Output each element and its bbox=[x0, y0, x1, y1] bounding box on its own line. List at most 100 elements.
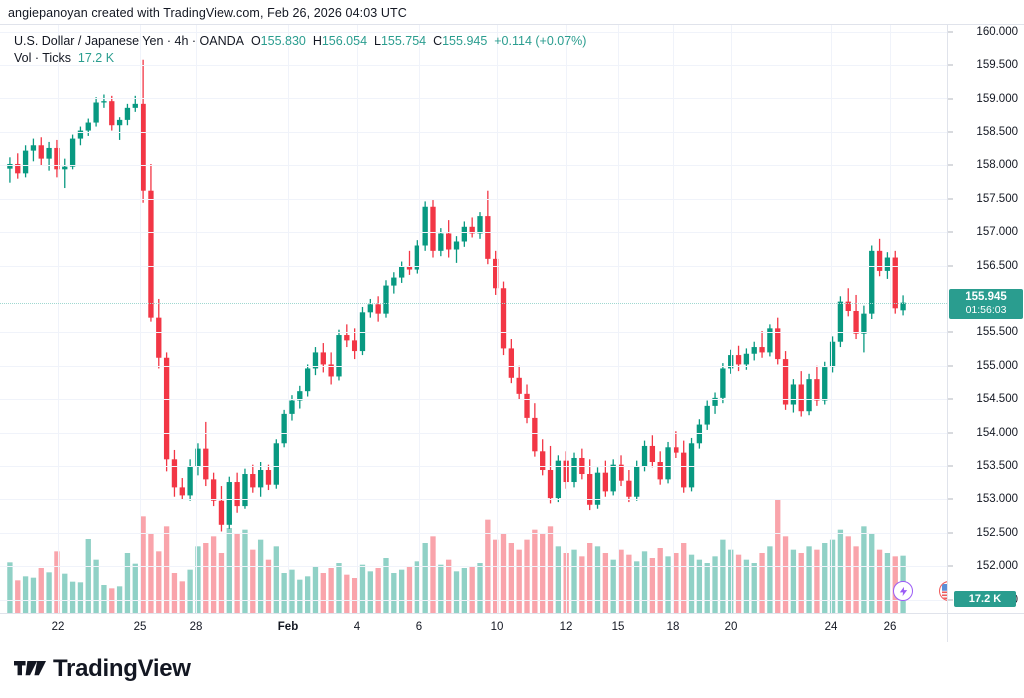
candle-body bbox=[516, 377, 522, 394]
time-axis[interactable]: 22 25 28 Feb 4 6 10 12 15 18 20 24 26 bbox=[0, 613, 947, 643]
volume-bar bbox=[124, 553, 131, 613]
chart-frame: U.S. Dollar / Japanese Yen · 4h · OANDA … bbox=[0, 24, 1024, 643]
volume-bar bbox=[430, 536, 436, 613]
candle-body bbox=[383, 285, 389, 314]
volume-bar bbox=[453, 571, 460, 613]
volume-bar bbox=[140, 516, 146, 613]
volume-bar bbox=[22, 576, 29, 613]
gridline-vertical bbox=[288, 25, 289, 613]
legend-sep-1: · bbox=[163, 34, 175, 48]
gridline-vertical bbox=[890, 25, 891, 613]
volume-bar bbox=[594, 546, 601, 613]
candle-body bbox=[571, 457, 577, 483]
candle-body bbox=[101, 101, 107, 103]
volume-bar bbox=[540, 533, 546, 613]
volume-bar bbox=[555, 546, 562, 613]
candle-body bbox=[712, 397, 718, 406]
volume-bar bbox=[273, 546, 279, 613]
legend-volume-row: Vol · Ticks 17.2 K bbox=[14, 50, 586, 67]
volume-bar bbox=[524, 539, 530, 613]
footer: TradingView bbox=[0, 642, 1024, 698]
volume-bar bbox=[171, 573, 178, 613]
chart-plot-area[interactable] bbox=[0, 25, 947, 613]
chart-legend: U.S. Dollar / Japanese Yen · 4h · OANDA … bbox=[14, 33, 586, 67]
candle-body bbox=[446, 233, 452, 250]
candle-body bbox=[767, 328, 773, 353]
candle-body bbox=[806, 379, 812, 412]
us-flag-badge[interactable] bbox=[939, 581, 947, 601]
price-axis-tick bbox=[948, 64, 953, 66]
lightning-badge[interactable] bbox=[893, 581, 914, 601]
volume-bar bbox=[869, 533, 875, 613]
candle-body bbox=[109, 101, 115, 126]
price-axis-tick bbox=[948, 432, 953, 434]
candle-body bbox=[532, 417, 538, 452]
volume-bar bbox=[242, 529, 248, 613]
volume-bar bbox=[69, 581, 76, 613]
volume-bar bbox=[344, 574, 350, 613]
volume-bar bbox=[438, 564, 444, 613]
candle-body bbox=[798, 384, 804, 412]
volume-bar bbox=[257, 539, 264, 613]
candle-body bbox=[195, 448, 201, 466]
gridline-horizontal bbox=[0, 600, 947, 601]
volume-bar bbox=[148, 533, 154, 613]
volume-bar bbox=[351, 578, 358, 613]
volume-bar bbox=[226, 528, 232, 613]
volume-bar bbox=[853, 546, 859, 613]
candle-body bbox=[681, 452, 687, 488]
volume-bar bbox=[320, 573, 326, 613]
candle-body bbox=[602, 472, 609, 492]
volume-bar bbox=[398, 569, 405, 613]
candle-body bbox=[485, 216, 491, 259]
candle-body bbox=[234, 482, 240, 507]
price-axis[interactable]: 160.000 159.500 159.000 158.500 158.000 157.5… bbox=[947, 25, 1024, 613]
candle-body bbox=[438, 233, 444, 251]
volume-bar bbox=[38, 568, 44, 613]
gridline-vertical bbox=[497, 25, 498, 613]
candle-body bbox=[673, 447, 679, 453]
tradingview-logo: TradingView bbox=[14, 655, 191, 683]
time-axis-label: 25 bbox=[133, 621, 147, 633]
legend-interval: 4h bbox=[174, 34, 189, 48]
candle-body bbox=[837, 301, 844, 342]
volume-bar bbox=[837, 529, 844, 613]
current-volume-badge: 17.2 K bbox=[954, 591, 1016, 607]
time-axis-label: 20 bbox=[724, 621, 738, 633]
candle-body bbox=[163, 357, 170, 460]
volume-bar bbox=[54, 551, 60, 613]
candle-body bbox=[22, 150, 29, 174]
legend-change-value: +0.114 (+0.07%) bbox=[494, 34, 587, 48]
gridline-horizontal bbox=[0, 32, 947, 33]
volume-bar bbox=[93, 559, 99, 613]
price-axis-tick bbox=[948, 465, 953, 467]
gridline-horizontal bbox=[0, 433, 947, 434]
candle-body bbox=[304, 368, 311, 392]
gridline-vertical bbox=[618, 25, 619, 613]
volume-bar bbox=[712, 556, 718, 613]
time-axis-label: 4 bbox=[353, 621, 361, 633]
volume-bar bbox=[383, 558, 389, 613]
candle-body bbox=[508, 348, 515, 378]
volume-bar bbox=[657, 548, 663, 613]
price-axis-label: 157.500 bbox=[976, 192, 1018, 205]
gridline-vertical bbox=[419, 25, 420, 613]
candle-body bbox=[884, 257, 891, 271]
volume-bar bbox=[790, 549, 797, 613]
price-axis-label: 157.000 bbox=[976, 226, 1018, 239]
candle-body bbox=[743, 353, 750, 365]
candle-body bbox=[555, 460, 562, 499]
candle-body bbox=[720, 368, 726, 398]
price-axis-label: 159.500 bbox=[976, 59, 1018, 72]
volume-bar bbox=[304, 576, 311, 613]
price-axis-tick bbox=[948, 164, 953, 166]
price-axis-tick bbox=[948, 365, 953, 367]
candle-body bbox=[735, 355, 742, 365]
candle-body bbox=[344, 335, 350, 341]
candle-body bbox=[351, 340, 358, 352]
candle-body bbox=[547, 470, 554, 499]
candle-body bbox=[892, 257, 898, 309]
current-price-value: 155.945 bbox=[965, 290, 1007, 303]
volume-bar bbox=[289, 569, 295, 613]
price-axis-tick bbox=[948, 498, 953, 500]
